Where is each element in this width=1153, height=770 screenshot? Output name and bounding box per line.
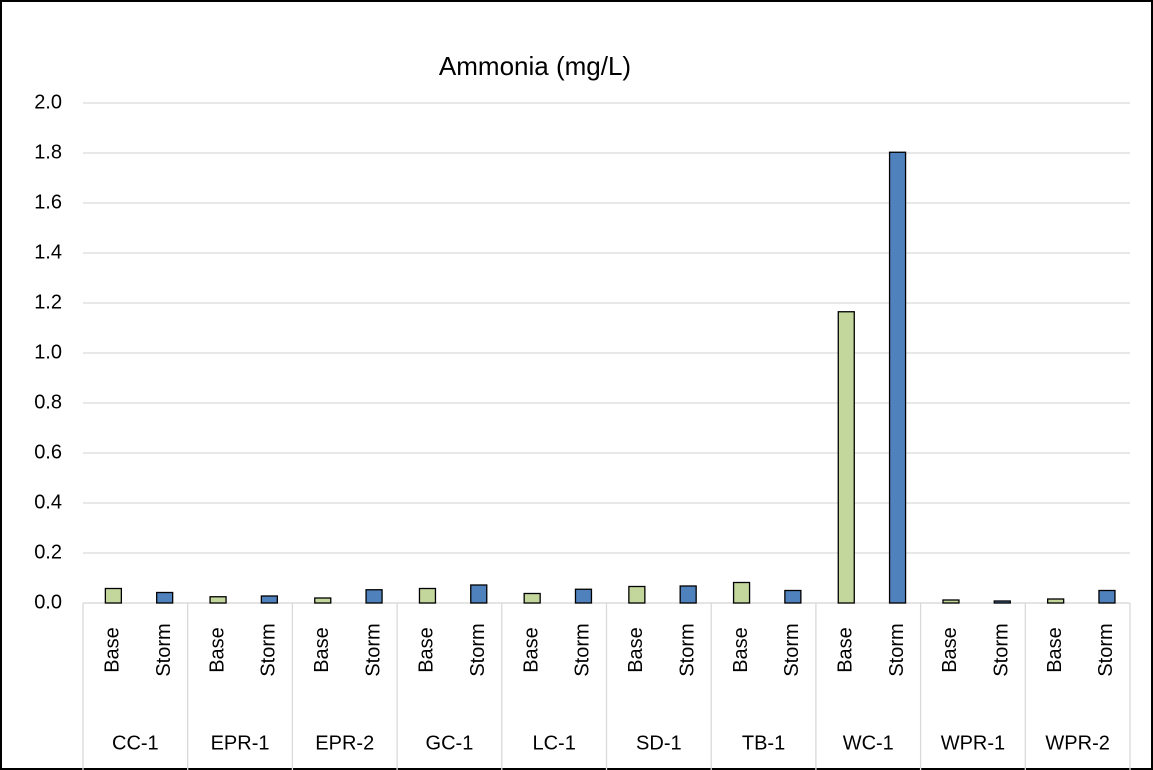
y-tick-label: 0.6 — [34, 441, 62, 463]
x-series-label: Base — [416, 627, 438, 673]
x-series-label: Storm — [362, 623, 384, 676]
y-tick-label: 0.8 — [34, 391, 62, 413]
x-series-label: Storm — [676, 623, 698, 676]
bar — [314, 597, 332, 604]
y-tick-label: 0.0 — [34, 591, 62, 613]
x-series-label: Storm — [572, 623, 594, 676]
x-series-label: Base — [730, 627, 752, 673]
x-group-label: EPR-2 — [315, 732, 374, 754]
bar — [470, 584, 488, 604]
bar — [1098, 589, 1116, 604]
y-tick-label: 0.4 — [34, 491, 62, 513]
x-series-label: Storm — [991, 623, 1013, 676]
bar — [784, 589, 802, 604]
bar — [523, 592, 541, 604]
x-group-label: TB-1 — [742, 732, 785, 754]
bar — [365, 589, 383, 604]
bar — [418, 587, 437, 604]
x-series-label: Base — [1044, 627, 1066, 673]
x-group-label: SD-1 — [636, 732, 682, 754]
x-group-label: LC-1 — [532, 732, 575, 754]
y-tick-label: 1.2 — [34, 291, 62, 313]
y-tick-label: 0.2 — [34, 541, 62, 563]
bar — [837, 311, 855, 604]
x-series-label: Storm — [467, 623, 489, 676]
y-tick-label: 2.0 — [34, 91, 62, 113]
x-group-label: EPR-1 — [211, 732, 270, 754]
bar — [260, 595, 279, 604]
x-series-label: Base — [102, 627, 124, 673]
y-tick-label: 1.4 — [34, 241, 62, 263]
bar — [628, 585, 646, 604]
bar — [209, 596, 227, 604]
bar — [574, 588, 593, 604]
x-series-label: Base — [520, 627, 542, 673]
x-group-label: WC-1 — [843, 732, 894, 754]
y-tick-label: 1.6 — [34, 191, 62, 213]
bar — [104, 587, 123, 604]
bar — [1047, 598, 1065, 604]
chart-title: Ammonia (mg/L) — [439, 51, 631, 81]
x-series-label: Storm — [886, 623, 908, 676]
bar — [942, 599, 960, 604]
x-series-label: Base — [939, 627, 961, 673]
x-series-label: Storm — [781, 623, 803, 676]
x-series-label: Storm — [1095, 623, 1117, 676]
y-tick-label: 1.8 — [34, 141, 62, 163]
x-group-label: CC-1 — [112, 732, 159, 754]
bar — [732, 581, 751, 604]
bar — [888, 151, 907, 604]
x-group-label: WPR-2 — [1045, 732, 1109, 754]
bar — [156, 591, 174, 604]
x-series-label: Storm — [153, 623, 175, 676]
x-series-label: Storm — [258, 623, 280, 676]
bar — [993, 600, 1011, 604]
bar — [679, 585, 697, 604]
x-group-label: GC-1 — [426, 732, 474, 754]
x-series-label: Base — [835, 627, 857, 673]
x-group-label: WPR-1 — [941, 732, 1005, 754]
x-series-label: Base — [311, 627, 333, 673]
y-tick-label: 1.0 — [34, 341, 62, 363]
x-series-label: Base — [625, 627, 647, 673]
x-series-label: Base — [206, 627, 228, 673]
